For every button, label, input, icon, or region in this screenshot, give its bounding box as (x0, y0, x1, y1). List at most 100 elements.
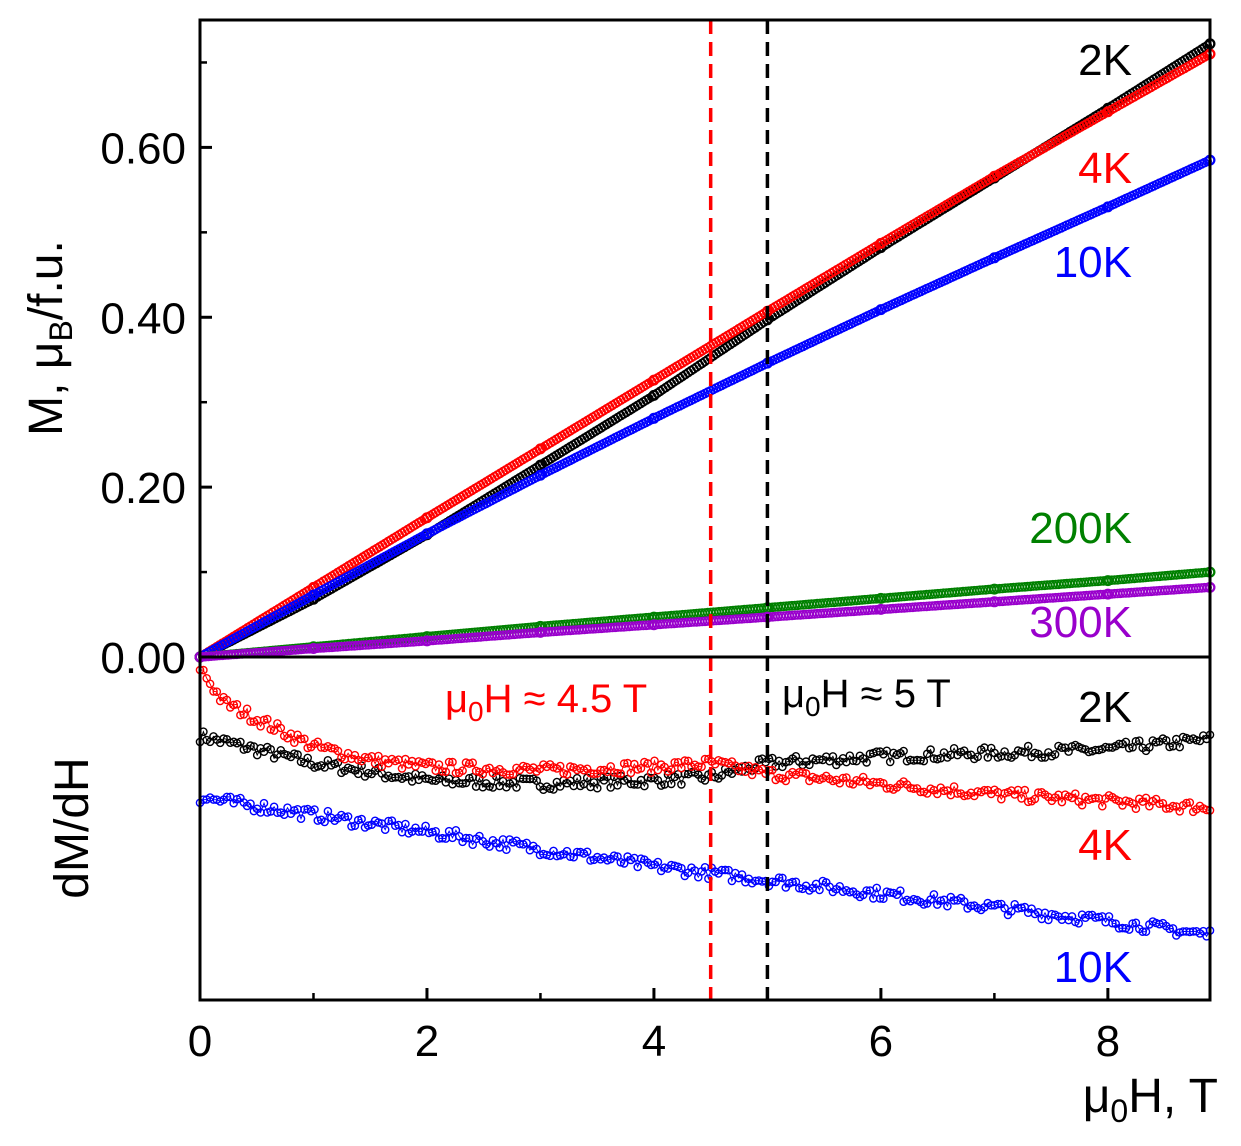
point-bottom-10k (929, 890, 939, 899)
y-tick-label: 0.60 (100, 124, 186, 173)
point-bottom-4k (444, 757, 454, 767)
point-bottom-2k (1023, 741, 1033, 751)
point-bottom-4k (296, 734, 306, 744)
point-bottom-4k (939, 786, 949, 796)
point-bottom-10k (390, 821, 400, 831)
annotation-5-tesla: μ0H ≈ 5 T (782, 672, 951, 722)
point-bottom-2k (640, 781, 649, 791)
annotation-5-prefix: μ (782, 672, 805, 716)
point-bottom-2k (963, 750, 972, 760)
point-bottom-10k (421, 821, 430, 831)
point-bottom-10k (993, 899, 1003, 909)
data-point-top-300k (308, 643, 319, 654)
data-point-top-300k (421, 635, 433, 647)
point-bottom-2k (1131, 737, 1141, 746)
point-bottom-10k (485, 842, 494, 851)
point-bottom-2k (303, 753, 313, 763)
annotation-4-5-tesla: μ0H ≈ 4.5 T (445, 677, 647, 727)
point-bottom-4k (236, 710, 245, 720)
point-bottom-10k (774, 873, 784, 883)
point-bottom-2k (862, 758, 871, 767)
x-tick-label: 0 (188, 1017, 212, 1066)
series-label-top-2k: 2K (1078, 36, 1132, 85)
point-bottom-2k (512, 783, 521, 792)
point-bottom-2k (1192, 735, 1201, 745)
point-bottom-2k (1165, 742, 1174, 752)
point-bottom-10k (633, 862, 643, 872)
series-label-bottom-4k: 4K (1078, 821, 1132, 870)
point-bottom-2k (717, 771, 727, 780)
point-bottom-2k (1050, 750, 1060, 759)
point-bottom-10k (259, 798, 269, 808)
point-bottom-10k (320, 817, 329, 827)
point-bottom-10k (1138, 927, 1147, 937)
point-bottom-4k (256, 722, 265, 731)
point-bottom-4k (1155, 799, 1164, 809)
point-bottom-4k (1168, 801, 1178, 811)
point-bottom-4k (1098, 801, 1107, 811)
point-bottom-2k (266, 745, 276, 754)
annotation-5-sub: 0 (805, 691, 821, 722)
top-plot-frame (198, 18, 1212, 659)
top-panel: 0.00 0.20 0.40 0.60 M, μB/f.u. 2K 4K 10K 200K 3… (20, 18, 1216, 683)
data-point-top-300k (648, 619, 660, 631)
point-bottom-10k (1128, 919, 1137, 928)
point-bottom-4k (508, 769, 518, 779)
point-bottom-4k (300, 734, 309, 744)
point-bottom-4k (1030, 794, 1040, 804)
point-bottom-10k (340, 812, 350, 822)
point-bottom-2k (828, 752, 838, 761)
point-bottom-4k (222, 695, 232, 705)
point-bottom-4k (276, 723, 286, 733)
point-bottom-10k (862, 886, 871, 895)
point-bottom-2k (899, 746, 908, 756)
series-label-top-200k: 200K (1029, 504, 1132, 553)
data-point-top-10k (1102, 201, 1114, 213)
data-point-top-4k (988, 170, 1000, 182)
data-point-top-10k (308, 589, 319, 601)
bottom-vlines-layer (708, 657, 770, 1000)
point-bottom-10k (384, 816, 393, 826)
point-bottom-4k (464, 759, 474, 768)
x-axis-title-suffix: H, T (1128, 1070, 1218, 1123)
point-bottom-2k (781, 757, 791, 767)
point-bottom-2k (219, 734, 228, 743)
point-bottom-4k (613, 768, 622, 778)
point-bottom-10k (222, 792, 232, 802)
point-bottom-4k (694, 762, 703, 771)
data-point-top-4k (534, 443, 546, 455)
bottom-series-2k (195, 727, 1215, 795)
point-bottom-4k (589, 769, 599, 779)
point-bottom-4k (333, 746, 343, 756)
point-bottom-2k (926, 745, 935, 754)
point-bottom-10k (1168, 924, 1178, 933)
point-bottom-2k (1151, 737, 1161, 747)
bottom-series-10k (195, 792, 1215, 941)
point-bottom-2k (1135, 736, 1144, 746)
point-bottom-10k (586, 856, 595, 865)
point-bottom-4k (650, 756, 659, 766)
point-bottom-4k (1091, 793, 1100, 803)
data-point-top-4k (1102, 106, 1114, 118)
top-series-10k (194, 154, 1216, 663)
point-bottom-4k (747, 770, 757, 780)
point-bottom-2k (549, 785, 558, 794)
annotation-4-5-sub: 0 (468, 696, 484, 727)
point-bottom-4k (670, 758, 680, 767)
annotation-5-text: H ≈ 5 T (821, 672, 951, 716)
point-bottom-4k (667, 765, 676, 774)
bottom-y-axis-title: dM/dH (46, 757, 99, 898)
point-bottom-4k (377, 762, 387, 772)
point-bottom-2k (252, 750, 262, 760)
x-tick-label: 4 (642, 1017, 666, 1066)
point-bottom-10k (1165, 924, 1174, 934)
point-bottom-10k (296, 814, 306, 824)
point-bottom-2k (458, 779, 467, 788)
x-tick-label: 6 (869, 1017, 893, 1066)
point-bottom-10k (414, 827, 424, 836)
point-bottom-4k (434, 760, 444, 769)
point-bottom-4k (370, 759, 380, 768)
point-bottom-10k (646, 860, 656, 870)
point-bottom-2k (973, 752, 983, 762)
